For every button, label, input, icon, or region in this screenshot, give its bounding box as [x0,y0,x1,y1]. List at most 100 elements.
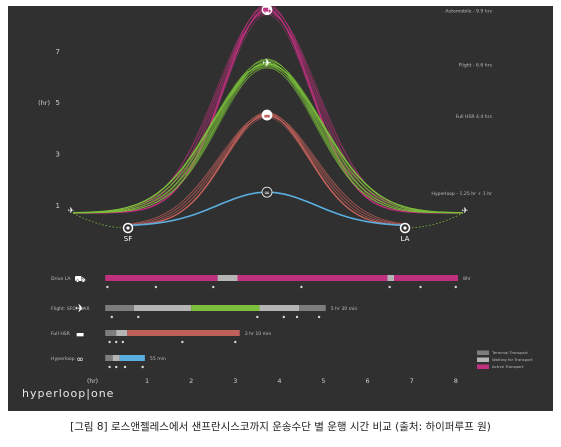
plane-icon: ✈ [462,206,469,215]
row-icon: ∞ [76,355,84,365]
y-axis-label: (hr) [38,99,50,107]
legend-swatch [477,350,489,355]
step-marker [282,315,286,319]
row-icon: ✈ [75,302,84,315]
car-icon: ⛟ [263,7,272,15]
la-endpoint-label: LA [401,235,410,243]
series-label: Full HSR 4.4 hrs [456,114,493,120]
bar-segment [105,305,134,311]
bar-segment [259,305,300,311]
series-line-2 [127,115,406,226]
series-label: Hyperloop - 1.25 hr + 1 hr [431,191,492,197]
train-icon: ▬ [264,112,271,120]
x-axis-label: (hr) [87,378,98,385]
row-label: Drive LA [51,276,71,282]
bar-segment [191,305,260,311]
y-tick-label: 5 [56,99,60,107]
step-marker [234,340,237,344]
step-marker [181,340,184,344]
row-total-label: 55 min [150,356,166,362]
y-tick-label: 7 [56,48,60,56]
step-marker [110,315,114,319]
step-marker [108,365,111,369]
step-marker [137,315,140,319]
step-marker [141,365,144,369]
step-marker [454,285,457,289]
x-tick-label: 6 [366,377,370,385]
x-tick-label: 7 [410,377,414,385]
step-marker [154,285,158,289]
legend-label: Active Transport [492,364,524,369]
bar-segment [133,305,192,311]
y-tick-label: 3 [56,151,60,159]
x-tick-label: 1 [145,377,149,385]
figure-caption: [그림 8] 로스앤젤레스에서 샌프란시스코까지 운송수단 별 운행 시간 비교… [70,421,491,433]
series-line-2 [127,112,406,226]
row-total-label: 3 hr 10 min [245,331,272,337]
x-tick-label: 8 [454,377,458,385]
legend-label: Terminal Transport [491,350,528,355]
series-line-0 [73,6,463,214]
row-icon: ⛟ [74,275,85,285]
step-marker [115,365,118,369]
series-line-2 [127,115,406,225]
step-marker [108,340,111,344]
bar-segment [299,305,326,311]
bar-segment [127,330,240,336]
row-icon: ▬ [76,330,85,340]
hyperloop-icon-badge [261,186,273,198]
row-total-label: 5 hr 30 min [331,306,358,312]
row-label: Full HSR [51,331,71,337]
step-marker [256,315,259,319]
series-label: Automobile - 9.9 hrs [445,9,492,15]
bar-segment [105,355,113,361]
bar-segment [237,275,388,281]
plane-icon: ✈ [68,206,75,215]
step-marker [212,285,215,289]
step-marker [295,315,299,319]
bar-segment [112,355,120,361]
train-icon-badge [261,109,273,121]
row-label: Hyperloop [51,356,75,362]
step-marker [388,285,391,289]
bar-segment [105,275,218,281]
series-label: Flight - 6.6 hrs [459,63,493,69]
x-tick-label: 4 [277,377,281,385]
step-marker [106,285,109,289]
series-line-2 [127,111,406,226]
hyperloop-logo: hyperloop|one [22,387,115,400]
step-marker [121,340,125,344]
bar-segment [116,330,128,336]
bar-segment [119,355,145,361]
step-marker [419,285,422,289]
series-line-1 [72,66,464,214]
step-marker [300,285,303,289]
step-marker [123,365,127,369]
step-marker [317,315,321,319]
la-dotted-connector [404,212,464,229]
plane-icon: ✈ [262,57,271,70]
step-marker [115,340,118,344]
series-line-0 [73,6,463,214]
series-line-1 [73,65,464,214]
car-icon-badge [261,6,273,16]
series-line-1 [72,66,464,214]
legend-label: Waiting for Transport [492,357,533,362]
sf-endpoint-dot [126,226,130,230]
series-line-1 [73,67,463,214]
bar-segment [105,330,117,336]
series-line-2 [127,113,406,225]
series-line-2 [127,113,406,225]
la-endpoint-dot [403,226,407,230]
legend-swatch [477,364,489,369]
row-label: Flight: SFO - LAX [51,306,90,312]
hyperloop-icon: ∞ [264,189,270,197]
series-line-2 [127,116,406,225]
row-total-label: 8hr [463,276,471,282]
bar-segment [394,275,459,281]
x-tick-label: 2 [189,377,193,385]
sf-endpoint-label: SF [124,235,132,243]
x-tick-label: 3 [233,377,237,385]
